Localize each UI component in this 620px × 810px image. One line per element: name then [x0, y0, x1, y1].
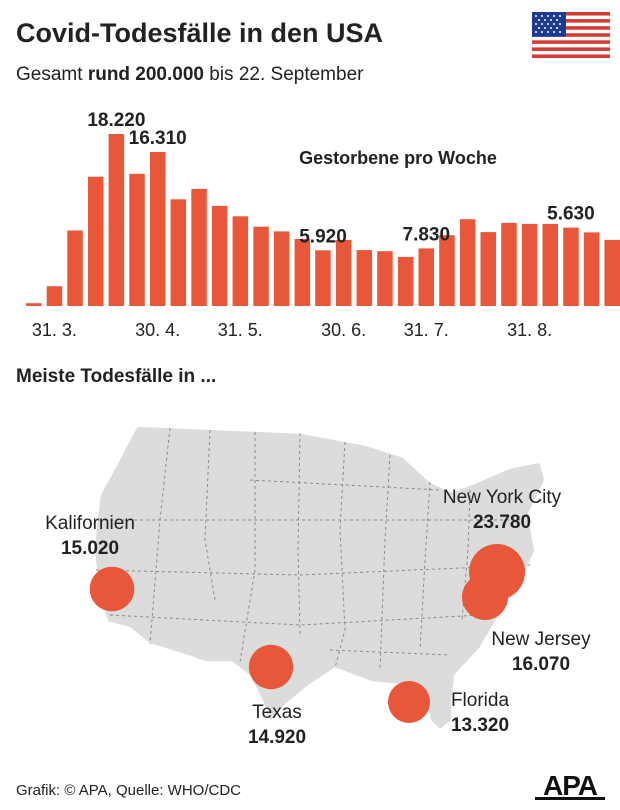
bar-week-16 — [335, 239, 352, 306]
bar-week-3 — [67, 230, 83, 306]
bar-data-label: 5.630 — [547, 204, 595, 225]
chart-series-title: Gestorbene pro Woche — [299, 148, 497, 168]
subtitle-prefix: Gesamt — [16, 64, 88, 85]
bar-data-label: 18.220 — [87, 110, 145, 131]
x-tick-label: 31. 7. — [404, 320, 449, 340]
chart-subtitle: Gesamt rund 200.000 bis 22. September — [16, 64, 363, 86]
us-map: Kalifornien 15.020 New York City 23.780 … — [45, 425, 591, 748]
city-name-kalifornien: Kalifornien — [45, 513, 135, 534]
bar-week-1 — [26, 303, 42, 306]
bar-data-label: 5.920 — [299, 226, 347, 247]
bar-week-20 — [418, 248, 434, 306]
bar-week-21 — [439, 235, 455, 306]
bar-data-label: 16.310 — [129, 128, 187, 149]
city-marker-kalifornien — [89, 566, 135, 612]
bar-week-22 — [459, 219, 476, 306]
bar-week-17 — [356, 250, 373, 306]
x-tick-label: 31. 8. — [507, 320, 552, 340]
bar-week-25 — [521, 223, 538, 306]
city-name-new-york-city: New York City — [443, 487, 562, 508]
city-value-new-york-city: 23.780 — [473, 512, 531, 533]
bar-week-7 — [150, 152, 166, 306]
us-flag-icon — [532, 12, 610, 58]
bar-week-29 — [604, 239, 620, 306]
subtitle-highlight: rund 200.000 — [87, 64, 204, 85]
bar-week-11 — [232, 216, 249, 306]
bar-week-15 — [315, 250, 331, 306]
city-value-kalifornien: 15.020 — [61, 538, 119, 559]
city-value-texas: 14.920 — [248, 727, 306, 748]
bar-week-8 — [170, 199, 187, 306]
bar-week-12 — [253, 226, 269, 306]
x-tick-label: 30. 6. — [321, 320, 366, 340]
bar-week-14 — [294, 239, 311, 306]
city-name-florida: Florida — [451, 690, 510, 711]
city-value-florida: 13.320 — [451, 715, 509, 736]
map-section-title: Meiste Todesfälle in ... — [16, 366, 217, 387]
bar-week-4 — [88, 176, 104, 306]
city-name-new-jersey: New Jersey — [491, 629, 591, 650]
bar-week-19 — [397, 256, 414, 306]
x-tick-label: 31. 5. — [218, 320, 263, 340]
subtitle-suffix: bis 22. September — [203, 64, 364, 85]
source-credit: Grafik: © APA, Quelle: WHO/CDC — [16, 782, 241, 799]
x-tick-label: 30. 4. — [135, 320, 180, 340]
bar-week-23 — [480, 232, 496, 306]
apa-logo-text: APA — [543, 770, 598, 801]
x-tick-label: 31. 3. — [32, 320, 77, 340]
bar-week-13 — [273, 231, 290, 306]
bar-week-5 — [108, 134, 125, 306]
bar-data-label: 7.830 — [403, 224, 451, 245]
bar-week-2 — [46, 286, 63, 306]
city-marker-new-jersey — [462, 574, 508, 620]
bar-week-27 — [563, 227, 579, 306]
bar-week-6 — [129, 173, 145, 306]
apa-logo: APA — [535, 770, 605, 801]
chart-title: Covid-Todesfälle in den USA — [16, 18, 384, 48]
bar-week-10 — [211, 205, 228, 306]
bar-week-9 — [191, 188, 207, 306]
bar-week-26 — [542, 223, 558, 306]
bar-week-18 — [377, 251, 393, 306]
city-marker-texas — [248, 644, 294, 690]
bar-week-28 — [583, 232, 600, 306]
bar-week-24 — [501, 222, 517, 306]
city-value-new-jersey: 16.070 — [512, 654, 570, 675]
city-name-texas: Texas — [252, 702, 302, 723]
city-marker-florida — [388, 681, 430, 723]
